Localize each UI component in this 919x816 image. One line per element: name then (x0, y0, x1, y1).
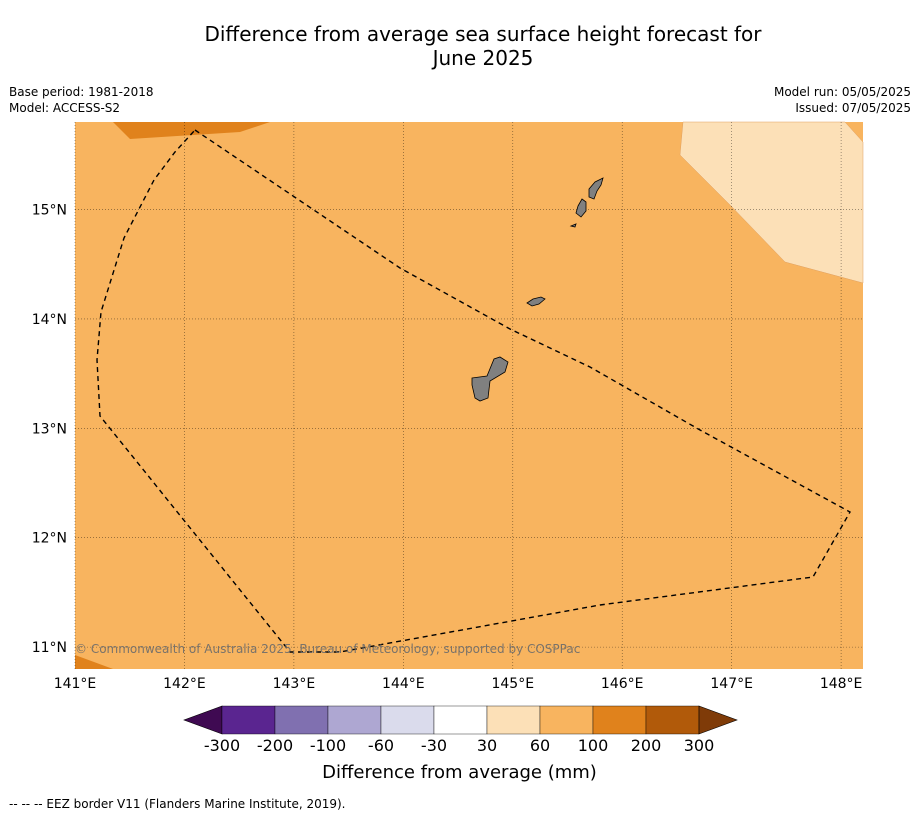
colorbar-tick-label: 100 (577, 736, 609, 755)
colorbar-tick-label: -30 (420, 736, 448, 755)
colorbar-tick-label: 200 (630, 736, 662, 755)
colorbar (183, 705, 738, 735)
latitude-tick-label: 11°N (32, 640, 67, 656)
latitude-tick-labels: 11°N 12°N 13°N 14°N 15°N (32, 203, 67, 657)
island-aguijan (569, 223, 577, 228)
copyright-notice: © Commonwealth of Australia 2025, Bureau… (75, 642, 580, 656)
longitude-tick-label: 141°E (54, 676, 97, 692)
colorbar-bin (327, 705, 382, 735)
colorbar-bin (592, 705, 647, 735)
colorbar-bin (486, 705, 541, 735)
latitude-tick-label: 13°N (32, 421, 67, 437)
map-panel: © Commonwealth of Australia 2025, Bureau… (32, 121, 864, 692)
colorbar-tick-label: -200 (256, 736, 294, 755)
colorbar-title: Difference from average (mm) (322, 762, 597, 783)
colorbar-extend-low (183, 705, 223, 735)
colorbar-tick-label: 30 (476, 736, 498, 755)
title-line-2: June 2025 (432, 46, 534, 70)
island-saipan (588, 177, 604, 200)
colorbar-tick-label: -100 (309, 736, 347, 755)
longitude-tick-label: 146°E (601, 676, 644, 692)
latitude-tick-label: 15°N (32, 203, 67, 219)
chart-title: Difference from average sea surface heig… (0, 22, 919, 70)
latitude-tick-label: 14°N (32, 312, 67, 328)
colorbar-bin (380, 705, 435, 735)
longitude-tick-labels: 141°E 142°E 143°E 144°E 145°E 146°E 147°E 148°E (54, 676, 863, 692)
anomaly-100-200-region-north (113, 122, 270, 139)
issued-label: Issued: 07/05/2025 (795, 101, 911, 115)
meta-right: Model run: 05/05/2025 Issued: 07/05/2025 (774, 84, 911, 116)
colorbar-bin (433, 705, 488, 735)
title-line-1: Difference from average sea surface heig… (204, 22, 762, 46)
longitude-tick-label: 148°E (820, 676, 863, 692)
longitude-tick-label: 142°E (163, 676, 206, 692)
latitude-tick-label: 12°N (32, 531, 67, 547)
colorbar-bin (221, 705, 276, 735)
island-rota (526, 296, 546, 307)
colorbar-bin (645, 705, 700, 735)
model-run-label: Model run: 05/05/2025 (773, 85, 911, 99)
island-guam (471, 356, 509, 402)
colorbar-tick-label: -300 (203, 736, 241, 755)
base-period-label: Base period: 1981-2018 (9, 85, 154, 99)
colorbar-tick-label: 60 (529, 736, 551, 755)
longitude-tick-label: 147°E (710, 676, 753, 692)
colorbar-tick-label: -60 (367, 736, 395, 755)
eez-legend-note: -- -- -- EEZ border V11 (Flanders Marine… (9, 797, 346, 811)
model-label: Model: ACCESS-S2 (9, 101, 121, 115)
colorbar-bin (539, 705, 594, 735)
longitude-tick-label: 145°E (491, 676, 534, 692)
meta-left: Base period: 1981-2018 Model: ACCESS-S2 (9, 84, 154, 116)
anomaly-100-200-region-sw (75, 655, 113, 669)
colorbar-tick-label: 300 (683, 736, 715, 755)
colorbar-bin (274, 705, 329, 735)
islands (471, 177, 604, 402)
anomaly-30-60-region (679, 121, 864, 284)
longitude-tick-label: 143°E (273, 676, 316, 692)
gridlines (74, 122, 863, 669)
colorbar-extend-high (698, 705, 738, 735)
island-tinian (575, 198, 587, 218)
longitude-tick-label: 144°E (382, 676, 425, 692)
